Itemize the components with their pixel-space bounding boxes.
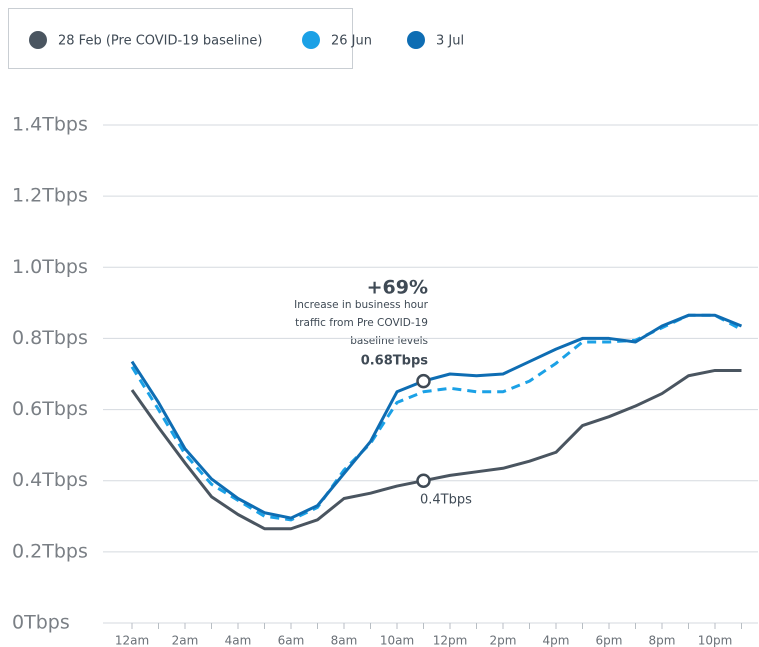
- x-tick-label: 2am: [172, 634, 199, 647]
- x-tick-label: 6am: [278, 634, 305, 647]
- x-tick-label: 12am: [115, 634, 149, 647]
- highlight-marker: [416, 473, 431, 488]
- annotation-value: 0.4Tbps: [420, 493, 472, 508]
- annotation-text: baseline levels: [350, 335, 428, 347]
- x-tick-label: 8am: [331, 634, 358, 647]
- x-tick-label: 4pm: [543, 634, 570, 647]
- x-tick-label: 8pm: [649, 634, 676, 647]
- y-tick-label: 0Tbps: [12, 612, 70, 634]
- legend-label: 3 Jul: [436, 34, 464, 49]
- legend-label: 26 Jun: [331, 34, 372, 49]
- y-tick-label: 0.6Tbps: [12, 398, 88, 420]
- y-tick-label: 0.8Tbps: [12, 327, 88, 349]
- x-tick-label: 2pm: [490, 634, 517, 647]
- series-line: [130, 313, 743, 520]
- y-tick-label: 1.2Tbps: [12, 185, 88, 207]
- annotation-text: Increase in business hour: [294, 299, 429, 311]
- x-tick-label: 4am: [225, 634, 252, 647]
- annotation-text: traffic from Pre COVID-19: [295, 317, 428, 329]
- x-tick-label: 12pm: [433, 634, 468, 647]
- x-tick-label: 10am: [380, 634, 414, 647]
- legend-box: [8, 8, 353, 69]
- annotation-title: +69%: [367, 277, 428, 299]
- legend-swatch: [29, 31, 47, 49]
- y-tick-label: 1.4Tbps: [12, 114, 88, 136]
- y-tick-label: 0.4Tbps: [12, 469, 88, 491]
- legend-swatch: [407, 31, 425, 49]
- legend-swatch: [302, 31, 320, 49]
- annotation-value: 0.68Tbps: [361, 354, 429, 369]
- y-tick-label: 0.2Tbps: [12, 540, 88, 562]
- x-tick-label: 10pm: [698, 634, 733, 647]
- highlight-marker: [416, 373, 431, 389]
- y-tick-label: 1.0Tbps: [12, 256, 88, 278]
- x-tick-label: 6pm: [596, 634, 623, 647]
- series-line: [130, 368, 742, 531]
- legend-label: 28 Feb (Pre COVID-19 baseline): [58, 34, 262, 49]
